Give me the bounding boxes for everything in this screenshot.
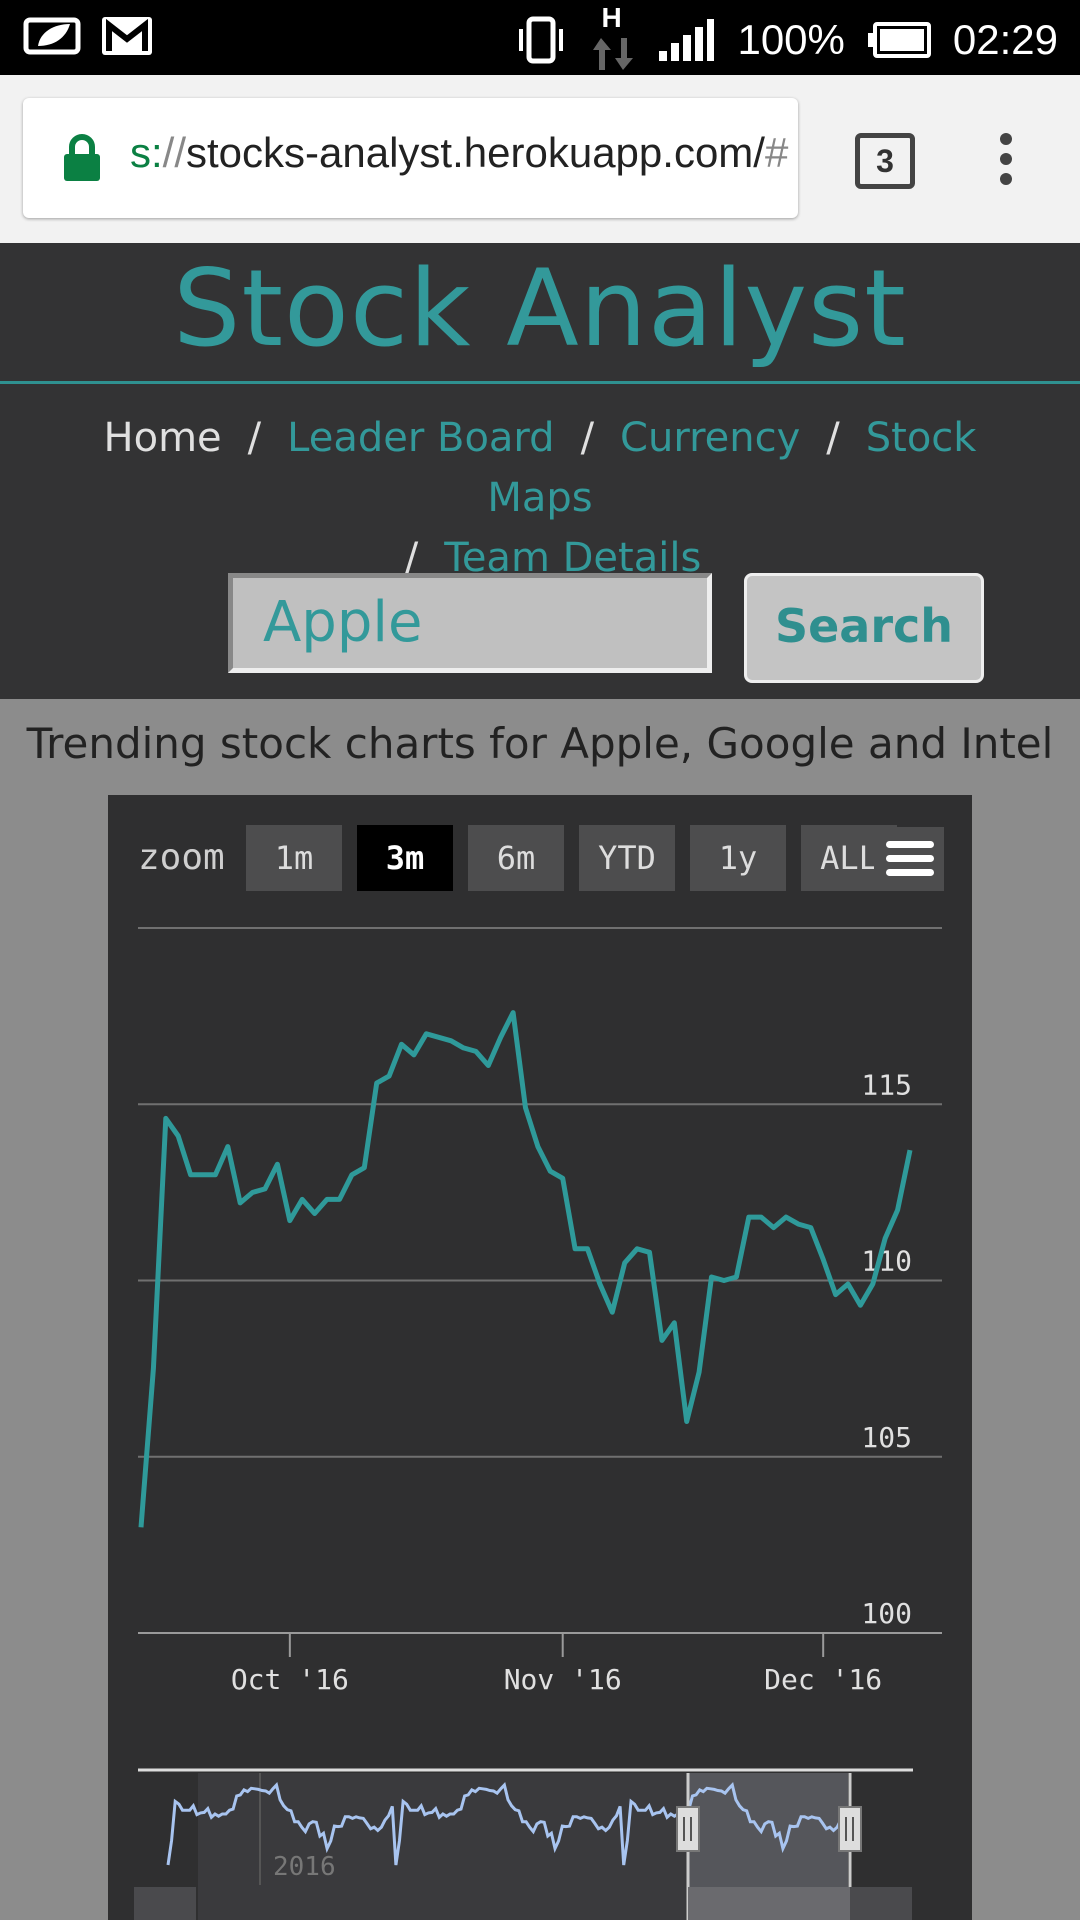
navigator[interactable]: 2016	[134, 1768, 913, 1920]
battery-icon	[867, 22, 931, 58]
zoom-6m-button[interactable]: 6m	[468, 825, 564, 891]
zoom-label: zoom	[138, 837, 225, 878]
trending-heading: Trending stock charts for Apple, Google …	[26, 719, 1054, 768]
zoom-3m-button[interactable]: 3m	[357, 825, 453, 891]
signal-icon	[659, 19, 715, 61]
x-tick-label: Dec '16	[764, 1663, 882, 1696]
navigator-year: 2016	[273, 1852, 336, 1882]
clock: 02:29	[952, 16, 1058, 63]
x-tick-label: Nov '16	[504, 1663, 622, 1696]
scrollbar-thumb[interactable]	[688, 1887, 850, 1920]
url-text: s://stocks-analyst.herokuapp.com/#	[130, 129, 789, 176]
search-input[interactable]: Apple	[228, 573, 712, 673]
search-button[interactable]: Search	[744, 573, 984, 683]
y-tick-label: 115	[861, 1068, 912, 1101]
y-tick-label: 110	[861, 1245, 912, 1278]
nav-leader-board[interactable]: Leader Board	[287, 415, 555, 461]
scroll-left-button[interactable]	[134, 1887, 196, 1920]
scroll-right-button[interactable]	[850, 1887, 912, 1920]
network-type: H	[601, 2, 622, 33]
header-divider	[0, 381, 1080, 384]
series-line	[138, 1010, 913, 1528]
gmail-icon	[102, 17, 152, 55]
navigator-line	[166, 1781, 850, 1866]
x-tick-label: Oct '16	[231, 1663, 349, 1696]
vibrate-icon	[519, 16, 564, 64]
site-header: Stock Analyst Home / Leader Board / Currency…	[0, 243, 1080, 699]
browser-toolbar: s://stocks-analyst.herokuapp.com/# 3	[0, 75, 1080, 243]
zoom-ytd-button[interactable]: YTD	[579, 825, 675, 891]
status-bar: H 100% 02:29	[0, 0, 1080, 75]
address-bar[interactable]: s://stocks-analyst.herokuapp.com/#	[23, 98, 798, 218]
lock-icon	[64, 134, 100, 181]
data-arrows-icon: H	[591, 2, 635, 70]
zoom-1m-button[interactable]: 1m	[246, 825, 342, 891]
y-tick-label: 100	[861, 1597, 912, 1630]
tab-switcher-button[interactable]: 3	[855, 133, 915, 189]
zoom-1y-button[interactable]: 1y	[690, 825, 786, 891]
navigator-left-handle[interactable]	[676, 1806, 700, 1852]
y-tick-label: 105	[861, 1421, 912, 1454]
stock-chart: zoom 1m 3m 6m YTD 1y ALL 100 105 110 115 Oc…	[108, 795, 972, 1920]
price-plot: 100 105 110 115 Oct '16 Nov '16 Dec '16 2016	[134, 927, 942, 1920]
nav-currency[interactable]: Currency	[620, 415, 801, 461]
nav-stock-maps[interactable]: Stock Maps	[487, 415, 977, 521]
site-title: Stock Analyst	[173, 247, 907, 370]
leaf-icon	[23, 17, 81, 55]
chart-menu-icon[interactable]	[874, 827, 944, 891]
breadcrumb-nav: Home / Leader Board / Currency / Stock Maps / T…	[103, 415, 977, 581]
nav-home[interactable]: Home	[103, 415, 222, 461]
overflow-menu-icon[interactable]	[1000, 133, 1014, 193]
battery-percent: 100%	[737, 16, 845, 63]
navigator-right-handle[interactable]	[838, 1806, 862, 1852]
